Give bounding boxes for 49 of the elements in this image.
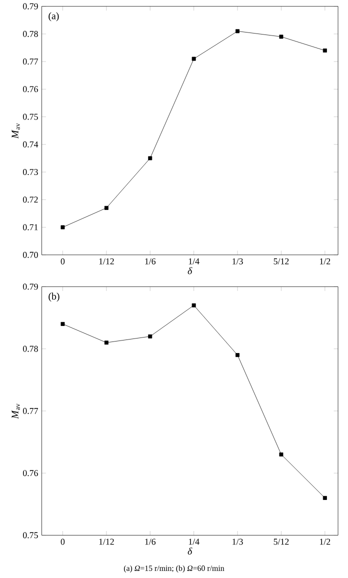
- x-axis-title: δ: [188, 267, 192, 274]
- x-tick-label: 5/12: [274, 538, 289, 545]
- point: [60, 322, 65, 326]
- x-axis-title: δ: [188, 548, 192, 555]
- y-tick-label: 0.77: [23, 408, 38, 414]
- x-tick-label: 1/12: [99, 538, 114, 545]
- y-tick-label: 0.78: [23, 30, 38, 37]
- x-tick-label: 1/2: [320, 538, 330, 545]
- y-tick-label: 0.76: [23, 470, 38, 476]
- text: (a): [48, 12, 59, 22]
- point: [104, 340, 108, 345]
- point: [192, 56, 196, 61]
- x-tick-label: 1/3: [232, 258, 243, 264]
- x-tick-label: 1/4: [188, 538, 200, 545]
- y-tick-label: 0.73: [23, 168, 38, 176]
- point: [236, 29, 240, 34]
- point: [236, 353, 240, 358]
- y-tick-label: 0.77: [23, 58, 38, 65]
- point: [148, 334, 152, 338]
- x-tick-label: 1/6: [145, 538, 156, 545]
- y-tick-label: 0.76: [23, 86, 38, 92]
- x-tick-label: 1/6: [145, 258, 156, 264]
- y-tick-label: 0.79: [23, 3, 38, 10]
- point: [279, 34, 284, 39]
- y-tick-label: 0.70: [23, 252, 38, 258]
- y-axis-title: M$_{av}$: [12, 404, 20, 419]
- x-tick-label: 1/2: [320, 258, 330, 264]
- point: [279, 452, 284, 456]
- x-tick-label: 0: [60, 258, 65, 264]
- point: [104, 206, 108, 210]
- x-tick-label: 1/3: [232, 538, 243, 545]
- y-tick-label: 0.75: [23, 114, 38, 120]
- y-tick-label: 0.72: [23, 196, 38, 203]
- point: [60, 225, 65, 230]
- point: [322, 496, 327, 500]
- y-tick-label: 0.75: [23, 532, 38, 538]
- point: [322, 48, 327, 52]
- point: [192, 303, 196, 308]
- y-tick-label: 0.74: [23, 141, 38, 148]
- x-tick-label: 1/4: [188, 258, 200, 264]
- y-axis-title: M$_{av}$: [12, 123, 20, 139]
- point: [148, 156, 152, 160]
- y-tick-label: 0.78: [23, 346, 38, 352]
- text: (b): [48, 292, 60, 302]
- x-tick-label: 5/12: [274, 258, 289, 264]
- x-tick-label: 0: [60, 538, 65, 545]
- y-tick-label: 0.79: [23, 284, 38, 290]
- y-tick-label: 0.71: [23, 224, 38, 230]
- x-tick-label: 1/12: [99, 258, 114, 264]
